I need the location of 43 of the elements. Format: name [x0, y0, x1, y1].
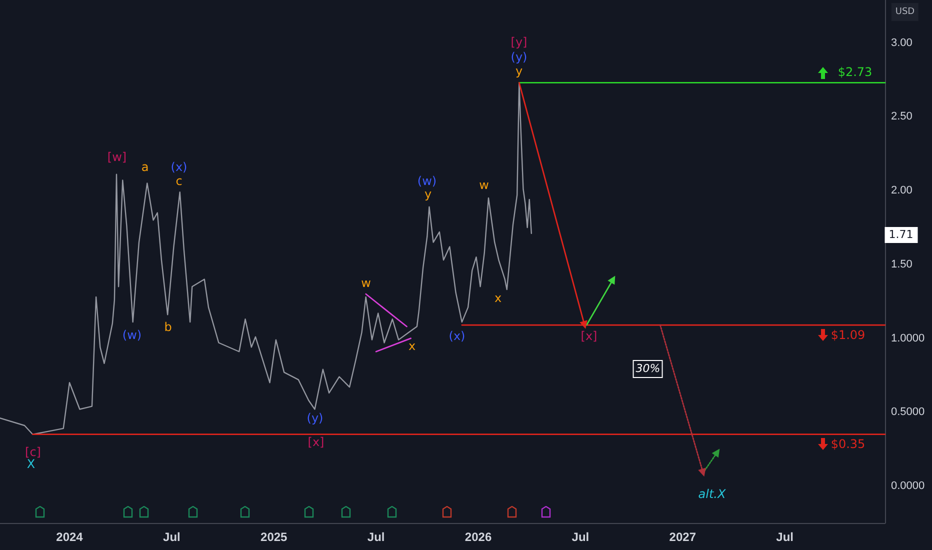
y-tick-label: 2.00 — [891, 184, 912, 197]
x-tick-label: 2026 — [464, 530, 492, 544]
annotation: [x] — [308, 435, 324, 449]
annotation: (w) — [417, 174, 437, 188]
annotation: $1.09 — [830, 328, 866, 342]
x-tick-label: Jul — [776, 530, 794, 544]
text: USD — [891, 3, 919, 21]
annotation: 30% — [632, 360, 664, 378]
annotation: c — [176, 174, 182, 188]
y-tick-label: 3.00 — [891, 36, 912, 49]
annotation: b — [164, 320, 172, 334]
x-tick-label: Jul — [572, 530, 590, 544]
y-tick-label: 0.5000 — [891, 406, 925, 418]
x-tick-label: Jul — [367, 530, 385, 544]
x-tick-label: Jul — [163, 530, 180, 544]
annotation: [c] — [25, 445, 41, 459]
annotation: (x) — [448, 329, 466, 343]
annotation: y — [515, 64, 523, 78]
annotation: x — [494, 291, 502, 305]
x-tick-label: 2025 — [260, 530, 288, 544]
annotation: y — [424, 187, 432, 201]
annotation: [w] — [107, 150, 127, 164]
y-tick-label: 1.50 — [891, 258, 912, 270]
annotation: alt.X — [698, 487, 726, 501]
annotation: X — [26, 457, 36, 471]
text: 1.71 — [884, 227, 918, 243]
annotation: (y) — [306, 411, 324, 425]
annotation: a — [141, 160, 149, 174]
annotation: [x] — [580, 329, 598, 343]
annotation: [y] — [510, 35, 528, 49]
annotation: (w) — [122, 328, 142, 342]
x-tick-label: 2027 — [669, 530, 696, 544]
annotation: w — [479, 178, 489, 192]
x-tick-label: 2024 — [56, 530, 84, 544]
annotation: x — [408, 339, 416, 353]
y-tick-label: 1.0000 — [891, 332, 925, 344]
annotation: $0.35 — [830, 437, 866, 451]
annotation: w — [361, 276, 371, 290]
y-tick-label: 0.0000 — [891, 480, 925, 492]
annotation: (x) — [170, 160, 188, 174]
annotation: (y) — [510, 50, 528, 64]
annotation: $2.73 — [838, 65, 872, 79]
y-tick-label: 2.50 — [891, 110, 912, 123]
